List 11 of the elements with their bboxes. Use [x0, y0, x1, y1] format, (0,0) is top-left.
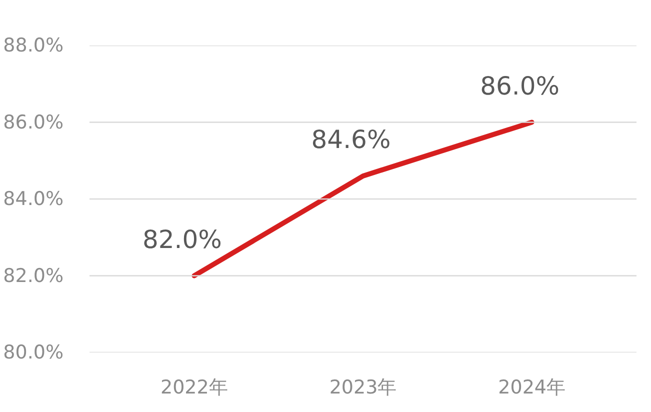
x-tick-label: 2024年 — [498, 376, 566, 398]
x-tick-label: 2023年 — [329, 376, 397, 398]
x-tick-label: 2022年 — [160, 376, 228, 398]
y-tick-label: 84.0% — [3, 188, 64, 210]
y-tick-label: 88.0% — [3, 34, 64, 56]
data-label: 84.6% — [311, 124, 391, 154]
data-label: 86.0% — [480, 71, 560, 100]
y-tick-label: 80.0% — [3, 342, 64, 364]
y-tick-label: 86.0% — [3, 111, 64, 134]
data-label: 82.0% — [142, 224, 222, 254]
y-tick-label: 82.0% — [3, 264, 64, 287]
